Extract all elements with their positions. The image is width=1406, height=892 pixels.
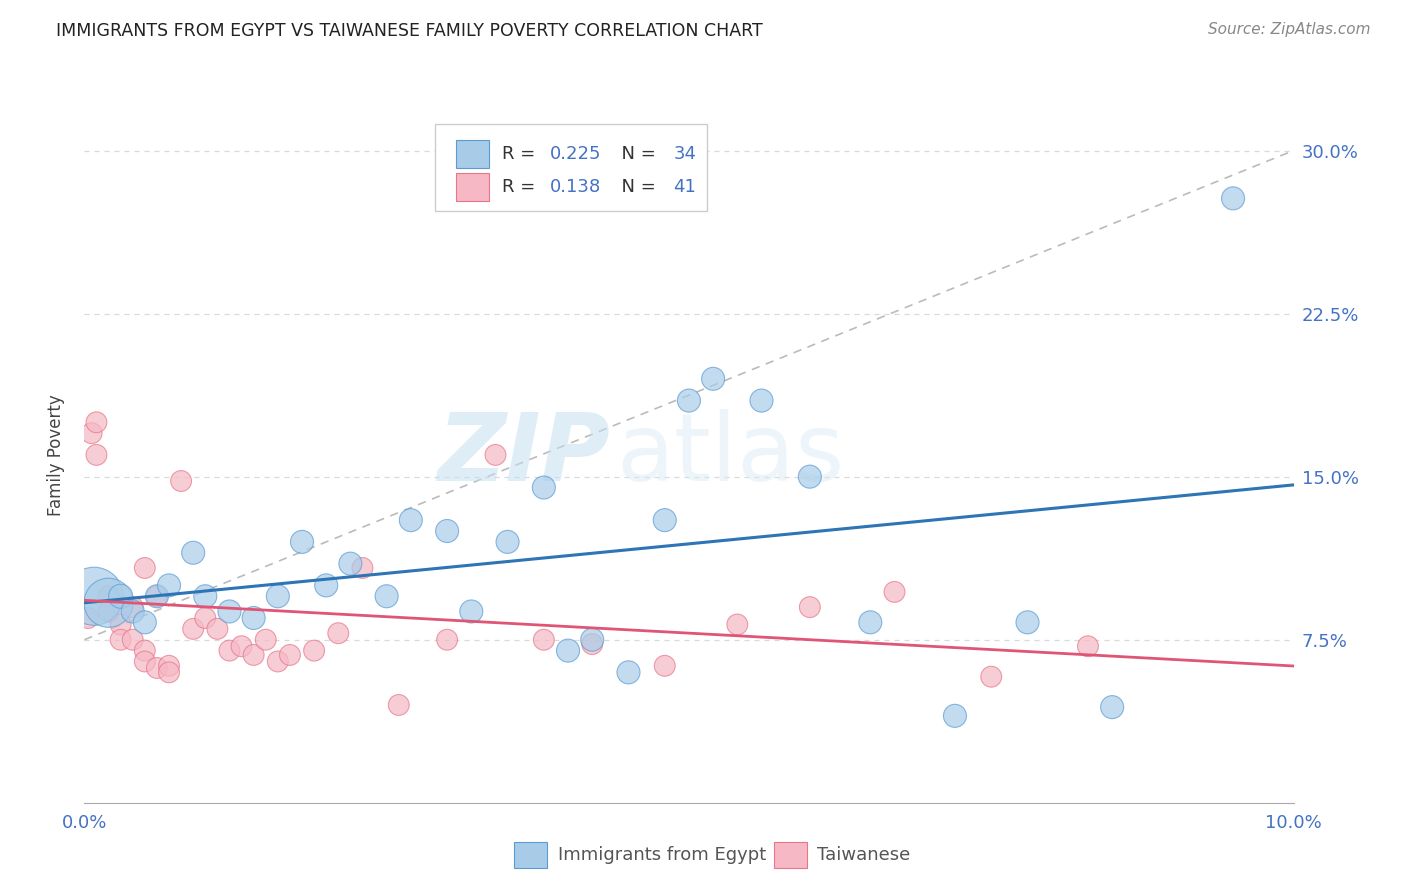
Text: 0.138: 0.138 (550, 178, 602, 196)
Point (557, 643, 579, 657)
Point (86, 415, 108, 429)
Point (86, 448, 108, 462)
Point (799, 469, 821, 483)
Text: R =: R = (502, 145, 540, 162)
Point (436, 524, 458, 538)
Point (980, 670, 1002, 684)
Point (207, 622, 229, 636)
Point (1077, 639, 1099, 653)
Point (399, 513, 422, 527)
Point (218, 605, 240, 619)
Point (77, 611, 100, 625)
Point (110, 617, 132, 632)
Point (97, 589, 120, 603)
Text: R =: R = (502, 178, 547, 196)
Point (533, 481, 555, 495)
Text: Immigrants from Egypt: Immigrants from Egypt (558, 846, 766, 864)
Point (436, 632, 458, 647)
Point (146, 661, 169, 675)
Point (110, 589, 132, 603)
Point (146, 589, 169, 603)
Point (654, 513, 676, 527)
Point (388, 698, 411, 712)
Text: N =: N = (610, 145, 662, 162)
FancyBboxPatch shape (434, 124, 707, 211)
Text: Taiwanese: Taiwanese (817, 846, 910, 864)
Text: ZIP: ZIP (437, 409, 610, 501)
Point (134, 615, 156, 630)
Point (859, 615, 882, 630)
Point (170, 474, 193, 488)
Point (654, 658, 676, 673)
Point (83, 589, 105, 603)
Point (617, 665, 640, 680)
Point (1222, 191, 1244, 205)
Text: 41: 41 (673, 178, 696, 196)
Point (181, 622, 204, 636)
Point (80, 426, 103, 441)
Text: N =: N = (610, 178, 662, 196)
Text: 34: 34 (673, 145, 696, 162)
Point (97, 596, 120, 610)
Text: 0.225: 0.225 (550, 145, 602, 162)
Point (110, 632, 132, 647)
Point (157, 578, 180, 592)
Point (181, 546, 204, 560)
Point (231, 639, 253, 653)
Point (496, 535, 519, 549)
Point (121, 600, 143, 615)
Point (267, 589, 290, 603)
Text: atlas: atlas (616, 409, 845, 501)
Point (254, 632, 277, 647)
Point (121, 632, 143, 647)
Point (702, 372, 724, 386)
Point (134, 643, 156, 657)
Point (533, 632, 555, 647)
Point (146, 589, 169, 603)
Point (725, 617, 748, 632)
Point (375, 589, 398, 603)
Point (194, 611, 217, 625)
Point (291, 535, 314, 549)
Point (121, 605, 143, 619)
Point (581, 637, 603, 651)
Point (460, 605, 482, 619)
Point (678, 393, 700, 408)
Point (242, 611, 264, 625)
FancyBboxPatch shape (456, 173, 489, 201)
Point (157, 658, 180, 673)
Point (278, 648, 301, 662)
Text: Source: ZipAtlas.com: Source: ZipAtlas.com (1208, 22, 1371, 37)
Point (943, 708, 966, 723)
Point (751, 393, 773, 408)
Point (1101, 700, 1123, 714)
Point (97, 605, 120, 619)
Point (1017, 615, 1039, 630)
Point (194, 589, 217, 603)
FancyBboxPatch shape (456, 140, 489, 168)
FancyBboxPatch shape (773, 842, 807, 868)
Y-axis label: Family Poverty: Family Poverty (46, 394, 65, 516)
Point (242, 648, 264, 662)
Point (134, 655, 156, 669)
Point (134, 561, 156, 575)
Point (157, 665, 180, 680)
Point (328, 626, 350, 640)
Point (302, 643, 325, 657)
Point (799, 600, 821, 615)
Text: IMMIGRANTS FROM EGYPT VS TAIWANESE FAMILY POVERTY CORRELATION CHART: IMMIGRANTS FROM EGYPT VS TAIWANESE FAMIL… (56, 22, 763, 40)
Point (883, 585, 905, 599)
Point (352, 561, 374, 575)
Point (218, 643, 240, 657)
Point (315, 578, 337, 592)
Point (267, 655, 290, 669)
FancyBboxPatch shape (513, 842, 547, 868)
Point (339, 557, 361, 571)
Point (484, 448, 506, 462)
Point (581, 632, 603, 647)
